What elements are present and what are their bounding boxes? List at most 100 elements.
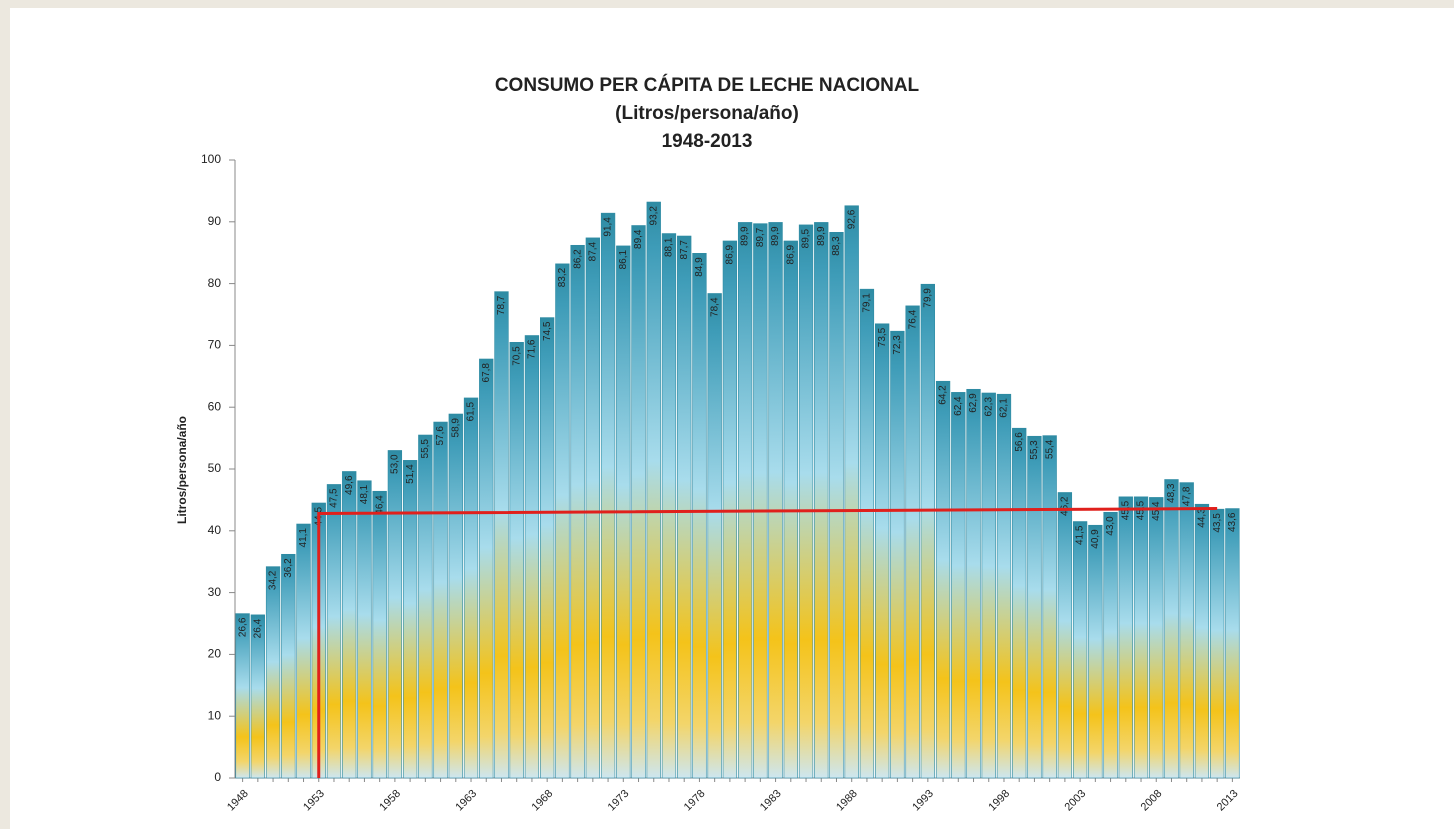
bar: [585, 237, 600, 779]
value-label: 79,1: [862, 293, 873, 313]
value-label: 71,6: [527, 339, 538, 359]
value-label: 89,5: [801, 228, 812, 248]
value-label: 47,5: [329, 488, 340, 508]
bar: [677, 235, 692, 779]
value-label: 72,3: [892, 335, 903, 355]
bar: [737, 222, 753, 779]
y-tick-label: 40: [208, 523, 222, 537]
value-label: 62,1: [999, 398, 1010, 418]
value-label: 55,5: [420, 439, 431, 459]
bar: [844, 205, 859, 779]
bar: [722, 240, 738, 779]
bar: [1225, 508, 1240, 779]
value-label: 49,6: [344, 475, 355, 495]
y-tick-label: 100: [201, 152, 221, 166]
value-label: 56,6: [1014, 432, 1025, 452]
bar: [692, 253, 707, 779]
bar: [479, 358, 494, 779]
bar: [509, 342, 524, 779]
bar: [1118, 496, 1133, 779]
bar: [1133, 496, 1149, 779]
value-label: 91,4: [603, 217, 614, 237]
value-label: 89,7: [755, 227, 766, 247]
bar: [357, 480, 372, 779]
bar: [494, 291, 509, 779]
bar: [235, 613, 250, 779]
bar: [859, 288, 875, 779]
bar: [402, 460, 418, 779]
bar: [798, 224, 814, 779]
value-label: 55,4: [1044, 439, 1055, 459]
value-label: 45,4: [1151, 501, 1162, 521]
y-tick-label: 30: [208, 585, 222, 599]
bar: [1057, 492, 1073, 779]
value-label: 79,9: [922, 288, 933, 308]
bar: [296, 523, 311, 779]
bar: [250, 614, 265, 779]
bar: [905, 305, 920, 779]
bar: [326, 484, 342, 779]
bar: [387, 450, 403, 779]
bar: [981, 392, 996, 779]
bar: [814, 222, 829, 779]
bar: [372, 490, 387, 779]
bar: [920, 283, 935, 779]
bar: [707, 293, 722, 779]
bar: [768, 222, 783, 779]
value-label: 76,4: [907, 309, 918, 329]
bar: [1103, 511, 1118, 779]
value-label: 89,4: [633, 229, 644, 249]
value-label: 36,2: [283, 558, 294, 578]
value-label: 88,1: [664, 237, 675, 257]
value-label: 89,9: [740, 226, 751, 246]
bar: [265, 566, 281, 779]
value-label: 62,9: [968, 393, 979, 413]
bar: [524, 335, 540, 779]
value-label: 86,9: [785, 245, 796, 265]
value-label: 89,9: [770, 226, 781, 246]
bar: [875, 323, 890, 779]
bar: [829, 232, 844, 779]
y-tick-label: 0: [214, 770, 221, 784]
value-label: 87,7: [679, 240, 690, 260]
y-tick-label: 70: [208, 338, 222, 352]
value-label: 47,8: [1181, 486, 1192, 506]
value-label: 78,4: [709, 297, 720, 317]
value-label: 40,9: [1090, 529, 1101, 549]
bar: [661, 233, 677, 779]
y-tick-label: 10: [208, 708, 222, 722]
value-label: 70,5: [511, 346, 522, 366]
value-label: 86,2: [572, 249, 583, 269]
chart-subtitle: (Litros/persona/año): [615, 103, 799, 124]
value-label: 55,3: [1029, 440, 1040, 460]
value-label: 53,0: [390, 454, 401, 474]
bar: [342, 471, 357, 779]
chart-title: CONSUMO PER CÁPITA DE LECHE NACIONAL: [495, 74, 920, 96]
y-tick-label: 50: [208, 461, 222, 475]
y-tick-label: 80: [208, 276, 222, 290]
bar: [1194, 503, 1210, 779]
value-label: 41,1: [298, 528, 309, 548]
value-label: 87,4: [587, 241, 598, 261]
value-label: 43,5: [1212, 513, 1223, 533]
bar: [1149, 497, 1164, 779]
bar: [448, 413, 463, 779]
chart-period: 1948-2013: [662, 131, 753, 152]
value-label: 86,9: [725, 245, 736, 265]
value-label: 43,0: [1105, 516, 1116, 536]
bar: [646, 201, 661, 779]
bar: [1210, 508, 1225, 779]
value-label: 64,2: [938, 385, 949, 405]
bar: [753, 223, 768, 779]
bar: [555, 263, 570, 779]
bar: [951, 392, 966, 779]
bar: [631, 225, 646, 779]
bar: [1012, 427, 1027, 779]
trend-line: [317, 507, 1218, 778]
value-label: 93,2: [648, 206, 659, 226]
value-label: 62,3: [983, 397, 994, 417]
bar: [935, 380, 951, 779]
y-axis-label: Litros/persona/año: [175, 416, 189, 524]
value-label: 51,4: [405, 464, 416, 484]
bar: [1179, 482, 1194, 779]
